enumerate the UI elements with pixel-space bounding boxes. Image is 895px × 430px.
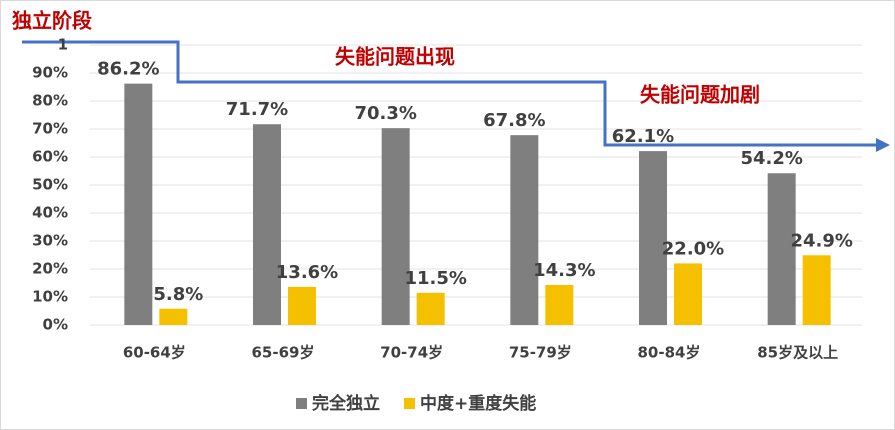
y-tick-label: 70% [32, 120, 68, 138]
value-label: 5.8% [153, 284, 203, 305]
x-tick-label: 60-64岁 [123, 344, 186, 362]
legend-label: 中度+重度失能 [420, 393, 536, 414]
value-label: 62.1% [612, 126, 674, 147]
y-tick-label: 20% [32, 260, 68, 278]
bar [381, 128, 410, 325]
bar [159, 308, 188, 325]
value-label: 22.0% [662, 238, 724, 259]
bar [510, 135, 539, 325]
value-label: 71.7% [226, 99, 288, 120]
y-tick-label: 30% [32, 232, 68, 250]
x-tick-label: 75-79岁 [509, 344, 572, 362]
y-tick-label: 40% [32, 204, 68, 222]
bar [124, 83, 153, 325]
y-tick-label: 10% [32, 288, 68, 306]
annotation: 失能问题出现 [335, 45, 455, 69]
legend-swatch [404, 398, 415, 409]
x-tick-label: 65-69岁 [252, 344, 315, 362]
y-tick-label: 1 [58, 36, 68, 54]
annotation: 失能问题加剧 [640, 83, 760, 107]
x-tick-label: 70-74岁 [380, 344, 443, 362]
y-tick-label: 50% [32, 176, 68, 194]
value-label: 86.2% [97, 59, 159, 80]
y-tick-label: 80% [32, 92, 68, 110]
y-tick-label: 90% [32, 64, 68, 82]
value-label: 24.9% [790, 230, 852, 251]
bar [545, 284, 574, 325]
value-label: 67.8% [483, 110, 545, 131]
legend-label: 完全独立 [312, 393, 380, 414]
grid [90, 44, 862, 326]
value-label: 70.3% [354, 103, 416, 124]
arrow-head [876, 138, 890, 152]
bar [802, 255, 831, 325]
bar [639, 151, 667, 325]
legend-swatch [296, 398, 307, 409]
x-tick-label: 85岁及以上 [757, 344, 838, 362]
bar [674, 263, 702, 325]
bar [767, 173, 796, 325]
stage-arrow [22, 40, 878, 147]
annotation: 独立阶段 [12, 9, 92, 33]
y-tick-label: 0% [43, 316, 68, 334]
value-label: 14.3% [533, 260, 595, 281]
bars [124, 83, 831, 326]
y-tick-label: 60% [32, 148, 68, 166]
bar [288, 286, 316, 325]
bar [253, 124, 281, 326]
value-label: 13.6% [276, 262, 338, 283]
value-label: 11.5% [404, 268, 466, 289]
value-label: 54.2% [740, 148, 802, 169]
x-tick-label: 80-84岁 [638, 344, 701, 362]
bar [416, 292, 445, 325]
